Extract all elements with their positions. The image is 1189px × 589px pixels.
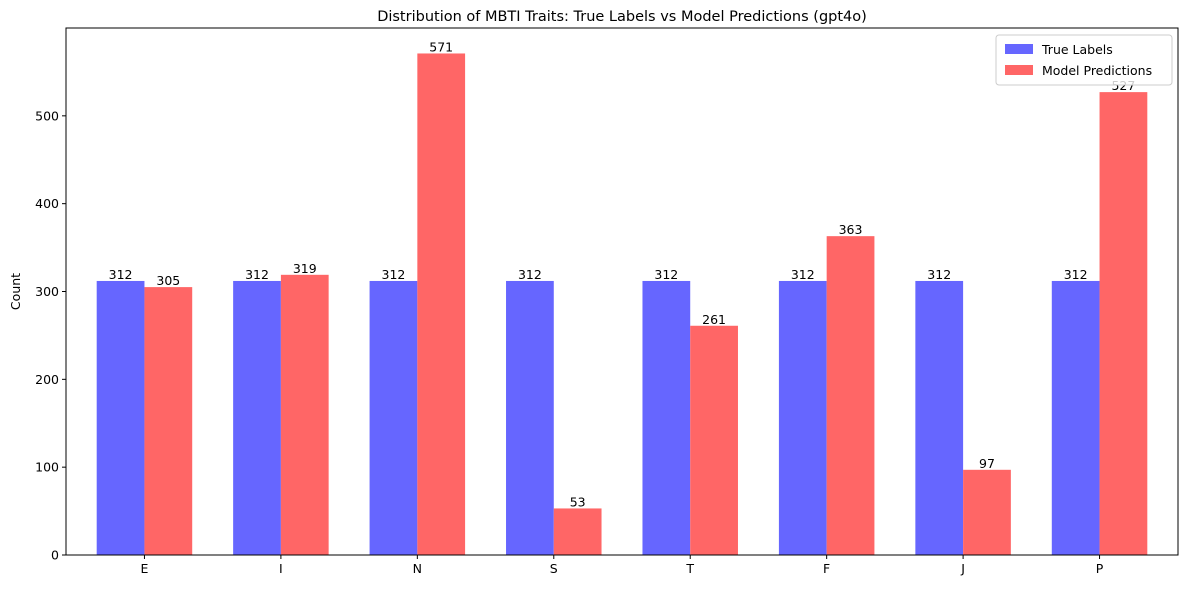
legend-swatch-0 — [1005, 44, 1033, 54]
data-label-true-J: 312 — [927, 267, 951, 282]
data-labels-group: 312 312 312 312 312 312 312 312 305 319 571 53 261 36… — [109, 39, 1136, 509]
legend-label-0: True Labels — [1041, 42, 1113, 57]
bar-pred-F — [826, 236, 875, 556]
x-tick-label: T — [685, 561, 694, 576]
bar-pred-J — [963, 469, 1011, 555]
data-label-true-N: 312 — [382, 267, 406, 282]
data-label-pred-N: 571 — [429, 39, 453, 54]
data-label-true-E: 312 — [109, 267, 133, 282]
y-axis-label: Count — [8, 273, 23, 310]
legend-label-1: Model Predictions — [1042, 63, 1152, 78]
bar-pred-E — [144, 287, 193, 555]
y-tick-label: 200 — [35, 372, 59, 387]
x-tick-label: P — [1096, 561, 1104, 576]
bar-pred-P — [1099, 92, 1148, 555]
legend: True Labels Model Predictions — [995, 34, 1173, 86]
legend-swatch-1 — [1005, 65, 1033, 75]
bar-true-N — [369, 280, 418, 555]
data-label-pred-I: 319 — [293, 261, 317, 276]
data-label-pred-J: 97 — [979, 456, 995, 471]
data-label-true-I: 312 — [245, 267, 269, 282]
data-label-true-S: 312 — [518, 267, 542, 282]
data-label-pred-E: 305 — [156, 273, 180, 288]
x-tick-label: N — [413, 561, 422, 576]
x-tick-label: J — [960, 561, 965, 576]
data-label-pred-S: 53 — [570, 494, 586, 509]
bar-true-P — [1051, 280, 1100, 555]
bar-true-E — [96, 280, 145, 555]
data-label-true-F: 312 — [791, 267, 815, 282]
data-label-pred-T: 261 — [702, 312, 726, 327]
bar-pred-N — [417, 53, 466, 555]
x-tick-label: I — [279, 561, 283, 576]
y-tick-label: 400 — [35, 196, 59, 211]
legend-box — [995, 34, 1173, 86]
bar-true-J — [915, 280, 964, 555]
bars-group — [96, 53, 1148, 556]
bar-true-S — [506, 280, 554, 555]
x-tick-label: E — [141, 561, 149, 576]
data-label-true-P: 312 — [1064, 267, 1088, 282]
bar-true-I — [233, 280, 281, 555]
bar-true-T — [642, 280, 691, 555]
x-tick-label: F — [823, 561, 830, 576]
plot-frame — [65, 27, 1179, 556]
y-tick-label: 0 — [51, 548, 59, 563]
y-tick-label: 500 — [35, 108, 59, 123]
bar-pred-I — [280, 274, 329, 555]
y-axis-ticks: 0 100 200 300 400 500 — [35, 108, 66, 563]
y-tick-label: 100 — [35, 460, 59, 475]
data-label-true-T: 312 — [654, 267, 678, 282]
x-tick-label: S — [550, 561, 558, 576]
data-label-pred-F: 363 — [839, 222, 863, 237]
y-tick-label: 300 — [35, 284, 59, 299]
bar-true-F — [778, 280, 827, 555]
chart-title: Distribution of MBTI Traits: True Labels… — [377, 9, 867, 25]
bar-pred-T — [690, 325, 738, 555]
bar-pred-S — [553, 508, 602, 555]
